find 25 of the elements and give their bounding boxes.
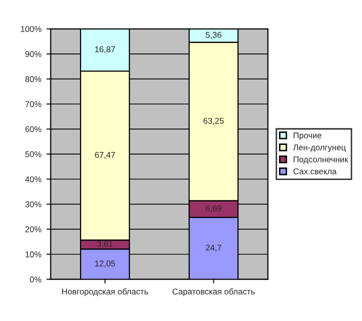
data-label: 6,69 — [206, 205, 222, 212]
x-tick-label: Саратовская область — [172, 288, 255, 296]
data-label: 63,25 — [204, 118, 224, 125]
y-tick-label: 0% — [30, 276, 42, 282]
y-tick-label: 70% — [25, 101, 42, 108]
y-tick-label: 30% — [25, 201, 42, 208]
legend-label: Сах.свекла — [293, 168, 337, 174]
data-label: 5,36 — [206, 32, 222, 39]
y-tick-label: 80% — [25, 76, 42, 82]
legend-label: Лен-долгунец — [293, 144, 346, 152]
data-label: 16,87 — [95, 46, 115, 54]
y-tick-label: 20% — [25, 226, 42, 232]
y-tick-label: 40% — [25, 176, 42, 182]
data-label: 12,05 — [95, 260, 116, 268]
x-tick-label: Новгородская область — [62, 288, 148, 296]
legend-label: Подсолнечник — [294, 156, 348, 164]
data-label: 24,7 — [206, 244, 222, 252]
data-label: 3,61 — [97, 240, 113, 248]
y-tick-label: 100% — [20, 26, 42, 32]
y-tick-label: 60% — [25, 126, 42, 132]
legend-label: Прочие — [294, 132, 322, 140]
y-tick-label: 90% — [25, 51, 42, 58]
y-tick-label: 10% — [26, 251, 42, 258]
y-tick-label: 50% — [25, 151, 42, 158]
data-label: 67,47 — [94, 152, 115, 159]
